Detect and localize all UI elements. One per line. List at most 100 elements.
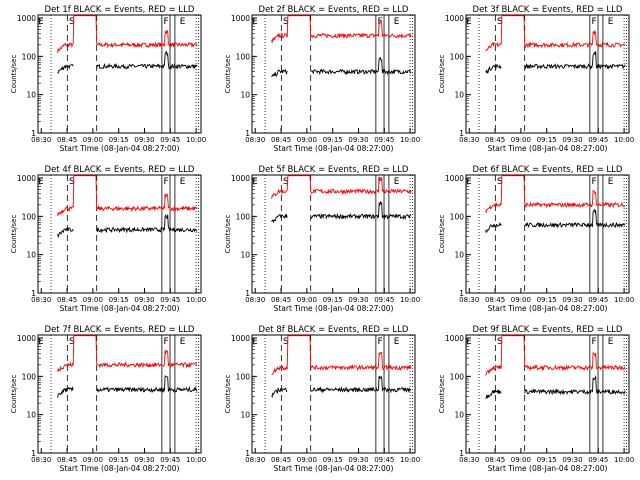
y-tick-label: 1000 (445, 14, 464, 23)
marker-label-s: S (69, 177, 75, 187)
x-tick-label: 08:45 (57, 456, 77, 464)
x-tick-label: 09:15 (537, 136, 557, 144)
y-axis-label: Counts/sec (224, 55, 232, 94)
x-tick-label: 09:15 (537, 296, 557, 304)
marker-label-e: E (394, 337, 400, 347)
marker-label-e: E (608, 177, 614, 187)
x-axis-label: Start Time (08-Jan-04 08:27:00) (488, 304, 608, 313)
marker-label-e: E (252, 337, 258, 347)
marker-label-f: F (164, 177, 169, 187)
plot-frame (465, 334, 630, 454)
marker-label-s: S (69, 337, 75, 347)
plot-frame (251, 174, 416, 294)
x-axis-label: Start Time (08-Jan-04 08:27:00) (60, 464, 180, 473)
x-axis-label: Start Time (08-Jan-04 08:27:00) (274, 144, 394, 153)
plot-frame (251, 14, 416, 134)
x-tick-label: 09:45 (588, 296, 608, 304)
y-axis-label: Counts/sec (10, 215, 18, 254)
panel-title: Det 1f BLACK = Events, RED = LLD (45, 5, 195, 15)
x-tick-label: 08:45 (485, 296, 505, 304)
x-tick-label: 08:30 (245, 136, 265, 144)
y-tick-label: 10 (454, 251, 464, 260)
panel-2: Det 2f BLACK = Events, RED = LLD 1 10 100 10… (224, 5, 420, 153)
marker-label-e: E (180, 17, 186, 27)
x-tick-label: 08:30 (31, 456, 51, 464)
y-tick-label: 100 (450, 372, 465, 381)
y-tick-label: 10 (240, 251, 250, 260)
x-tick-label: 09:15 (323, 456, 343, 464)
marker-label-f: F (592, 337, 597, 347)
x-tick-label: 08:45 (57, 136, 77, 144)
marker-label-f: F (378, 337, 383, 347)
x-tick-label: 08:45 (485, 136, 505, 144)
x-tick-label: 09:45 (160, 296, 180, 304)
panel-title: Det 3f BLACK = Events, RED = LLD (473, 5, 623, 15)
x-tick-label: 10:00 (186, 136, 206, 144)
y-tick-label: 10 (26, 251, 36, 260)
y-tick-label: 1 (459, 449, 464, 458)
x-tick-label: 10:00 (186, 296, 206, 304)
panel-8: Det 8f BLACK = Events, RED = LLD 1 10 100 10… (224, 325, 420, 473)
x-tick-label: 08:30 (459, 136, 479, 144)
y-tick-label: 1 (245, 289, 250, 298)
x-tick-label: 08:45 (271, 296, 291, 304)
y-tick-label: 1 (31, 449, 36, 458)
series-lld-line (57, 335, 198, 372)
y-tick-label: 10 (26, 91, 36, 100)
panel-title: Det 4f BLACK = Events, RED = LLD (45, 165, 195, 175)
series-events-line (485, 51, 626, 74)
marker-label-e: E (608, 17, 614, 27)
series-events-line (271, 375, 412, 399)
series-events-line (485, 375, 626, 399)
series-lld-line (57, 15, 198, 54)
x-tick-label: 09:30 (348, 296, 368, 304)
series-events-line (271, 57, 412, 78)
x-tick-label: 10:00 (614, 136, 634, 144)
x-tick-label: 09:00 (511, 296, 531, 304)
plot-frame (465, 174, 630, 294)
marker-label-e: E (252, 17, 258, 27)
plot-frame (251, 334, 416, 454)
x-tick-label: 09:00 (83, 296, 103, 304)
marker-label-s: S (69, 17, 75, 27)
marker-label-s: S (497, 177, 503, 187)
marker-label-e: E (466, 17, 472, 27)
x-tick-label: 10:00 (400, 136, 420, 144)
y-tick-label: 1 (459, 129, 464, 138)
y-tick-label: 1000 (17, 14, 36, 23)
marker-label-s: S (283, 177, 289, 187)
marker-label-s: S (497, 337, 503, 347)
y-tick-label: 1 (245, 449, 250, 458)
marker-label-f: F (592, 177, 597, 187)
x-tick-label: 08:30 (31, 296, 51, 304)
y-tick-label: 100 (22, 212, 37, 221)
x-tick-label: 08:30 (459, 296, 479, 304)
marker-label-f: F (592, 17, 597, 27)
marker-label-e: E (38, 337, 44, 347)
panel-1: Det 1f BLACK = Events, RED = LLD 1 10 100 10… (10, 5, 206, 153)
x-tick-label: 09:15 (109, 136, 129, 144)
x-axis-label: Start Time (08-Jan-04 08:27:00) (488, 144, 608, 153)
x-tick-label: 08:45 (485, 456, 505, 464)
panel-title: Det 2f BLACK = Events, RED = LLD (259, 5, 409, 15)
y-tick-label: 100 (450, 52, 465, 61)
series-lld-line (485, 175, 626, 214)
marker-label-e: E (38, 17, 44, 27)
x-tick-label: 08:45 (271, 456, 291, 464)
series-events-line (271, 201, 412, 224)
x-tick-label: 09:30 (134, 296, 154, 304)
plot-frame (37, 334, 202, 454)
x-tick-label: 10:00 (400, 296, 420, 304)
y-tick-label: 1000 (17, 174, 36, 183)
x-tick-label: 09:45 (160, 136, 180, 144)
plot-frame (465, 14, 630, 134)
panel-title: Det 7f BLACK = Events, RED = LLD (45, 325, 195, 335)
x-tick-label: 09:30 (348, 456, 368, 464)
y-tick-label: 1000 (231, 334, 250, 343)
series-events-line (57, 375, 198, 398)
x-tick-label: 09:00 (511, 136, 531, 144)
y-tick-label: 1000 (231, 174, 250, 183)
x-tick-label: 08:30 (245, 296, 265, 304)
y-tick-label: 100 (450, 212, 465, 221)
